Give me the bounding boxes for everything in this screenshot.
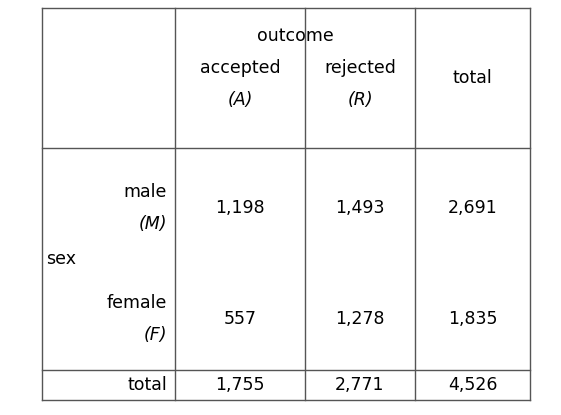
Text: 2,691: 2,691: [448, 199, 498, 217]
Text: (M): (M): [139, 215, 167, 233]
Text: 1,278: 1,278: [335, 310, 385, 328]
Text: 1,198: 1,198: [215, 199, 265, 217]
Text: female: female: [107, 294, 167, 312]
Text: total: total: [127, 376, 167, 394]
Text: male: male: [123, 183, 167, 201]
Text: 1,835: 1,835: [448, 310, 497, 328]
Text: 2,771: 2,771: [335, 376, 385, 394]
Text: rejected: rejected: [324, 59, 396, 77]
Text: (A): (A): [227, 91, 252, 109]
Text: (R): (R): [347, 91, 373, 109]
Text: 1,755: 1,755: [215, 376, 265, 394]
Text: 1,493: 1,493: [335, 199, 385, 217]
Text: 4,526: 4,526: [448, 376, 497, 394]
Text: 557: 557: [223, 310, 256, 328]
Text: total: total: [453, 69, 493, 87]
Text: outcome: outcome: [256, 27, 333, 45]
Text: (F): (F): [144, 326, 167, 344]
Text: sex: sex: [46, 250, 76, 268]
Text: accepted: accepted: [200, 59, 280, 77]
